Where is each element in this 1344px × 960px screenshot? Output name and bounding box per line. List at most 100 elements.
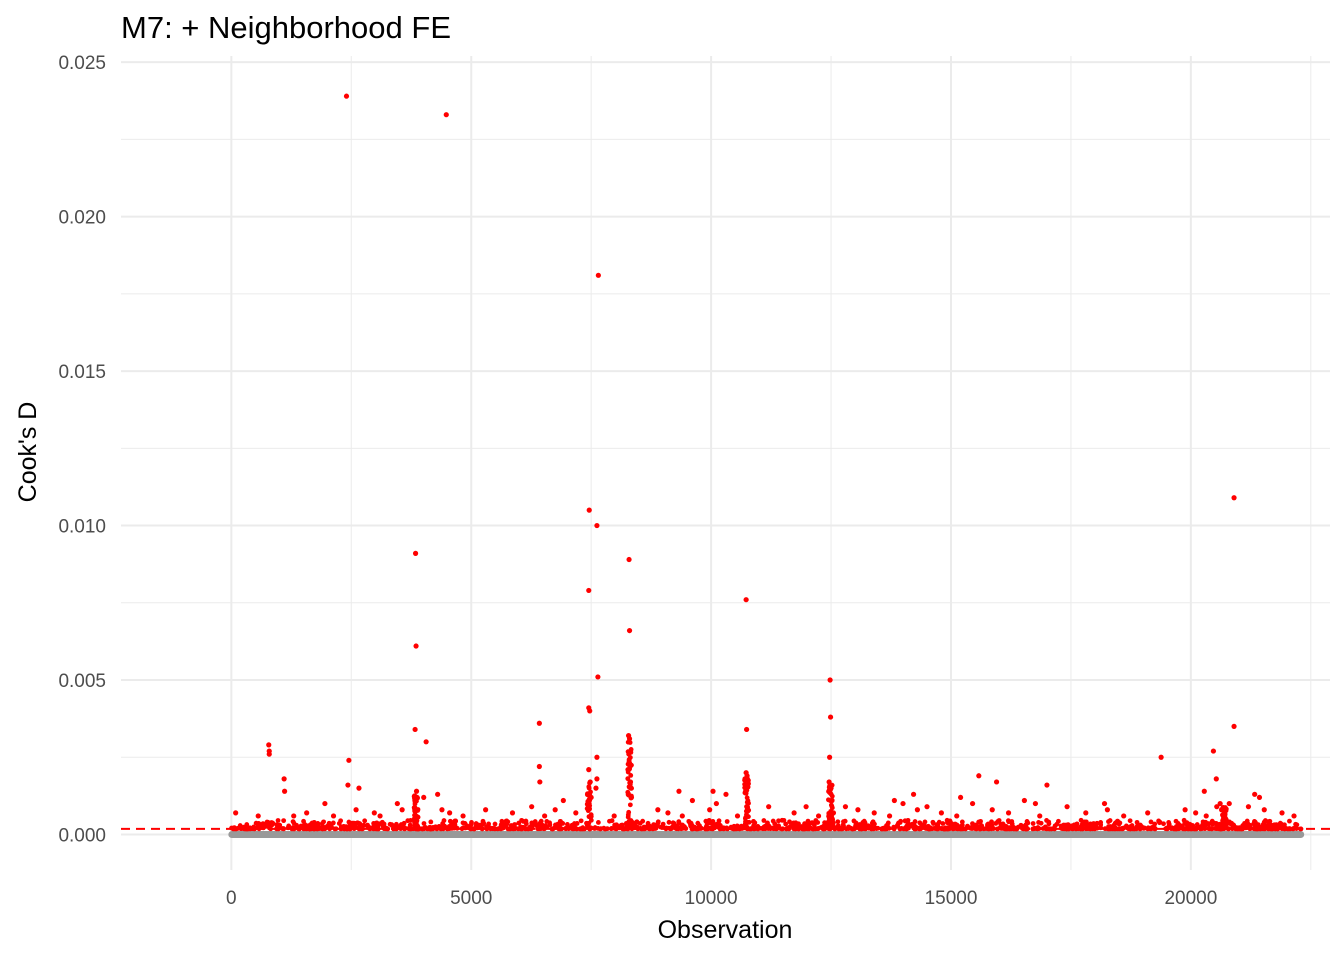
- x-tick-label: 10000: [685, 888, 738, 909]
- influential-point: [421, 794, 427, 801]
- influential-point: [477, 822, 483, 828]
- influential-point: [405, 818, 411, 824]
- influential-point: [1104, 807, 1110, 813]
- influential-point: [869, 820, 875, 826]
- influential-point: [830, 810, 837, 816]
- influential-point: [268, 822, 273, 828]
- influential-point: [744, 799, 750, 805]
- influential-point: [640, 818, 646, 824]
- influential-point: [1064, 804, 1070, 810]
- influential-point: [538, 818, 544, 824]
- influential-point: [680, 822, 685, 828]
- influential-point: [356, 820, 362, 826]
- influential-point: [914, 807, 921, 813]
- influential-point: [1270, 826, 1275, 832]
- influential-point: [835, 825, 840, 830]
- influential-point: [1182, 807, 1188, 813]
- influential-point: [776, 818, 781, 824]
- influential-point: [412, 550, 419, 556]
- influential-point: [1231, 495, 1237, 501]
- influential-point: [743, 788, 749, 794]
- influential-point: [460, 813, 466, 819]
- influential-point: [1263, 818, 1268, 823]
- influential-point: [380, 824, 386, 829]
- influential-point: [1194, 822, 1200, 827]
- influential-point: [827, 754, 833, 760]
- influential-point: [1036, 819, 1041, 825]
- influential-point: [594, 776, 600, 782]
- influential-point: [766, 804, 772, 810]
- influential-point: [585, 806, 591, 812]
- influential-point: [1093, 824, 1099, 829]
- influential-point: [1261, 807, 1267, 813]
- influential-point: [516, 820, 522, 826]
- influential-point: [1083, 810, 1089, 816]
- influential-point: [862, 820, 868, 826]
- influential-point: [781, 817, 787, 823]
- influential-point: [835, 819, 841, 825]
- influential-point: [791, 810, 797, 816]
- influential-point: [829, 793, 835, 799]
- influential-point: [266, 742, 272, 748]
- influential-point: [281, 818, 287, 824]
- influential-point: [850, 826, 856, 832]
- influential-point: [959, 819, 965, 825]
- influential-point: [549, 826, 555, 832]
- influential-point: [557, 818, 563, 824]
- influential-point: [1030, 821, 1036, 826]
- influential-point: [371, 821, 377, 826]
- influential-point: [319, 821, 325, 826]
- influential-point: [989, 807, 995, 813]
- x-axis-title: Observation: [658, 916, 793, 944]
- influential-point: [713, 800, 719, 807]
- influential-point: [611, 813, 617, 819]
- influential-point: [371, 810, 377, 816]
- influential-point: [934, 822, 940, 828]
- influential-point: [413, 643, 419, 649]
- influential-point: [632, 822, 638, 828]
- influential-point: [588, 794, 594, 801]
- influential-point: [529, 804, 535, 810]
- influential-point: [1127, 818, 1133, 824]
- influential-point: [413, 809, 418, 815]
- influential-point: [1078, 817, 1084, 823]
- influential-point: [787, 819, 792, 825]
- influential-point: [1245, 804, 1252, 810]
- influential-point: [1210, 748, 1217, 754]
- influential-point: [746, 781, 751, 787]
- influential-point: [912, 826, 918, 832]
- influential-point: [1203, 813, 1209, 819]
- influential-point: [244, 822, 250, 827]
- influential-point: [460, 820, 466, 826]
- influential-point: [586, 820, 592, 826]
- influential-point: [586, 785, 592, 791]
- influential-point: [346, 819, 352, 825]
- influential-point: [978, 823, 984, 829]
- influential-point: [1218, 807, 1225, 813]
- y-tick-label: 0.015: [58, 362, 106, 383]
- influential-point: [1193, 810, 1199, 816]
- influential-point: [1214, 804, 1220, 810]
- influential-point: [586, 587, 592, 594]
- influential-point: [627, 779, 634, 785]
- influential-point: [586, 507, 592, 513]
- influential-point: [607, 818, 612, 824]
- influential-point: [625, 769, 631, 775]
- influential-point: [829, 803, 835, 809]
- influential-point: [1293, 821, 1299, 827]
- influential-point: [1014, 826, 1019, 832]
- influential-point: [594, 754, 600, 760]
- influential-point: [1139, 824, 1145, 830]
- influential-point: [723, 791, 729, 797]
- influential-point: [1198, 826, 1204, 832]
- influential-point: [560, 797, 566, 804]
- influential-point: [618, 822, 624, 828]
- influential-point: [626, 627, 633, 634]
- influential-point: [826, 779, 832, 785]
- influential-point: [537, 779, 543, 785]
- influential-point: [1044, 818, 1049, 823]
- baseline-point-band: [228, 830, 1305, 838]
- y-tick-label: 0.005: [58, 671, 106, 692]
- influential-point: [447, 810, 453, 816]
- influential-point: [910, 791, 917, 797]
